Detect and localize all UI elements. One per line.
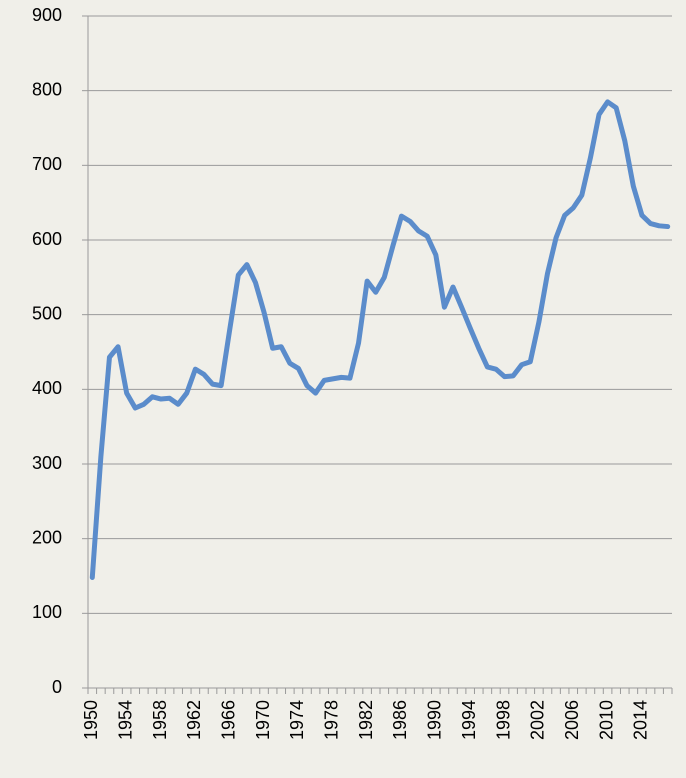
x-tick-label: 1954 xyxy=(115,700,135,740)
x-tick-label: 1966 xyxy=(218,700,238,740)
x-tick-label: 2010 xyxy=(596,700,616,740)
x-tick-label: 2014 xyxy=(631,700,651,740)
x-tick-label: 1950 xyxy=(81,700,101,740)
data-line xyxy=(89,99,671,580)
x-tick-label: 1978 xyxy=(322,700,342,740)
y-tick-label: 800 xyxy=(32,79,62,99)
y-tick-label: 0 xyxy=(52,677,62,697)
x-tick-label: 1986 xyxy=(390,700,410,740)
x-tick-label: 1982 xyxy=(356,700,376,740)
x-tick-label: 1994 xyxy=(459,700,479,740)
x-tick-label: 1998 xyxy=(493,700,513,740)
y-tick-label: 300 xyxy=(32,453,62,473)
y-tick-label: 100 xyxy=(32,602,62,622)
y-tick-label: 600 xyxy=(32,229,62,249)
x-tick-label: 2002 xyxy=(528,700,548,740)
y-tick-label: 900 xyxy=(32,5,62,25)
y-tick-label: 200 xyxy=(32,527,62,547)
x-tick-label: 1974 xyxy=(287,700,307,740)
x-tick-label: 1990 xyxy=(425,700,445,740)
x-tick-label: 1958 xyxy=(150,700,170,740)
x-tick-label: 2006 xyxy=(562,700,582,740)
x-tick-label: 1962 xyxy=(184,700,204,740)
x-tick-label: 1970 xyxy=(253,700,273,740)
y-tick-label: 700 xyxy=(32,154,62,174)
y-tick-label: 400 xyxy=(32,378,62,398)
y-tick-label: 500 xyxy=(32,303,62,323)
